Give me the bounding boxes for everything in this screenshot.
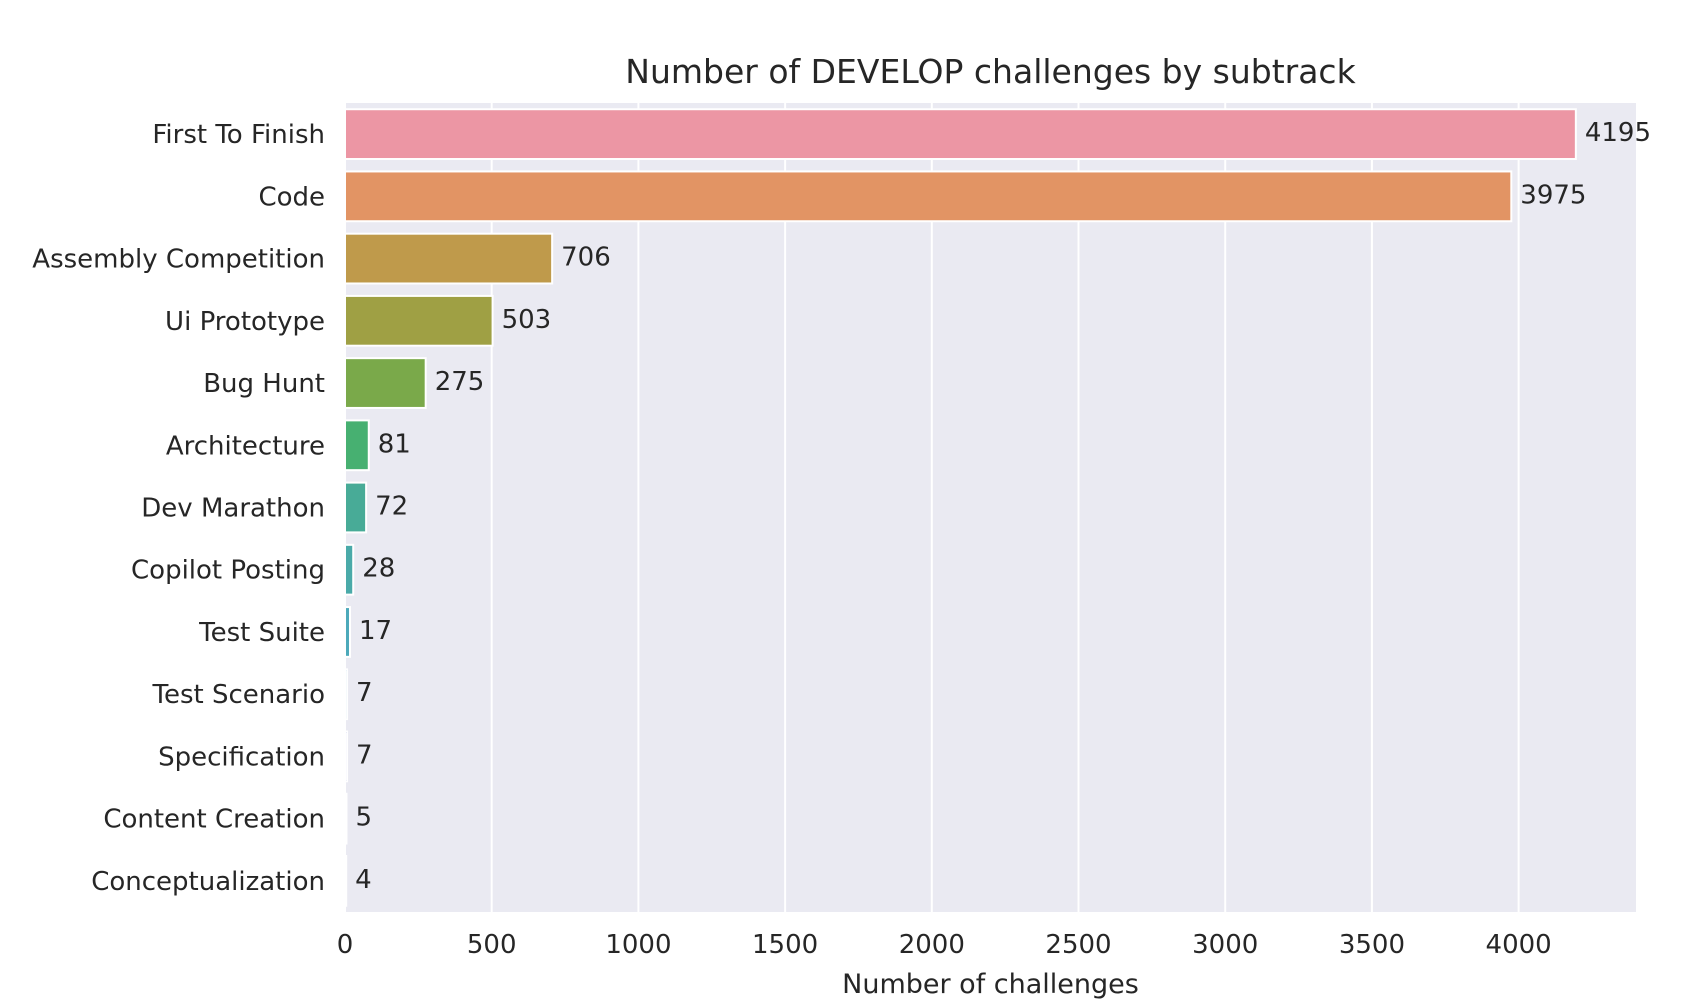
x-tick-label: 3500 [1339, 930, 1405, 960]
category-label: Content Creation [103, 805, 325, 835]
bar [344, 170, 1513, 223]
x-tick-label: 2500 [1045, 930, 1111, 960]
bar [344, 543, 355, 596]
x-tick-label: 3000 [1192, 930, 1258, 960]
bar [344, 232, 554, 285]
bar [344, 108, 1577, 161]
value-label: 81 [378, 429, 411, 459]
category-labels: First To Finish Code Assembly Competition U… [32, 120, 325, 897]
chart-title: Number of DEVELOP challenges by subtrack [625, 52, 1356, 91]
value-label: 5 [355, 803, 372, 833]
bar [344, 419, 370, 472]
x-tick-label: 4000 [1486, 930, 1552, 960]
value-label: 503 [502, 305, 552, 335]
value-label: 3975 [1520, 180, 1586, 210]
value-label: 706 [561, 243, 611, 273]
x-tick-label: 1000 [605, 930, 671, 960]
bar [344, 357, 427, 409]
value-label: 275 [435, 367, 485, 397]
bar [344, 606, 351, 658]
value-label: 4 [355, 865, 372, 895]
x-tick-label: 500 [467, 930, 517, 960]
value-label: 17 [359, 616, 392, 646]
bar [344, 668, 349, 721]
category-label: Bug Hunt [203, 369, 325, 399]
x-tick-labels: 0 500 1000 1500 2000 2500 3000 3500 4000 [337, 930, 1552, 960]
x-tick-label: 2000 [899, 930, 965, 960]
category-label: Ui Prototype [165, 307, 325, 337]
category-label: Assembly Competition [32, 245, 325, 275]
category-label: First To Finish [152, 120, 325, 150]
value-label: 28 [362, 554, 395, 584]
category-label: Code [258, 182, 325, 212]
x-tick-label: 0 [337, 930, 354, 960]
category-label: Test Suite [198, 618, 325, 648]
category-label: Conceptualization [91, 867, 325, 897]
x-axis-label: Number of challenges [842, 969, 1139, 1000]
value-label: 72 [375, 492, 408, 522]
value-label: 7 [356, 678, 373, 708]
value-label: 7 [356, 740, 373, 770]
category-label: Copilot Posting [131, 556, 325, 586]
category-label: Architecture [166, 431, 325, 461]
category-label: Test Scenario [152, 680, 326, 710]
category-label: Dev Marathon [141, 494, 325, 524]
plot-area [345, 103, 1636, 912]
bar [344, 792, 348, 845]
value-labels: 4195 3975 706 503 275 81 72 28 17 7 7 5 4 [355, 118, 1651, 895]
bars [344, 108, 1577, 907]
value-label: 4195 [1585, 118, 1651, 148]
bar [344, 294, 494, 347]
bar [344, 854, 348, 907]
bar [344, 730, 349, 783]
bar [344, 481, 368, 534]
x-tick-label: 1500 [752, 930, 818, 960]
category-label: Specification [158, 742, 325, 772]
